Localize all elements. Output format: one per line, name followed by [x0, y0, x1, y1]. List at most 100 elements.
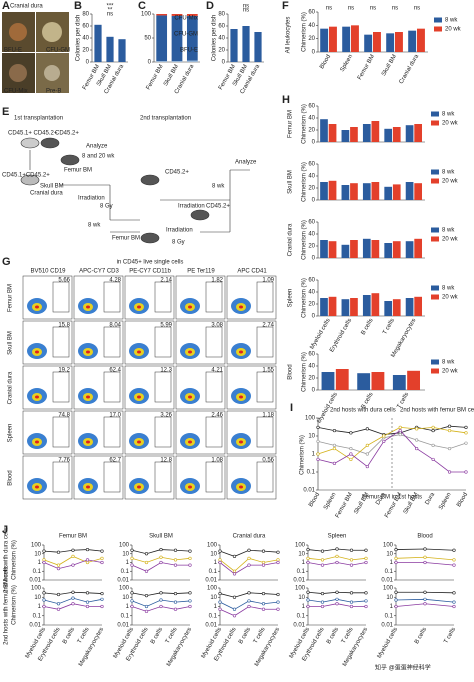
- bar: [392, 375, 406, 390]
- point: [261, 602, 266, 606]
- point: [452, 604, 456, 609]
- gate-value: 1.09: [262, 278, 274, 284]
- point: [42, 604, 46, 609]
- bar: [371, 182, 380, 200]
- gate-value: 12.8: [160, 458, 172, 464]
- point: [306, 604, 310, 609]
- significance: ns: [326, 6, 332, 12]
- y-tick-label: 1: [38, 560, 42, 566]
- significance: ns: [243, 8, 249, 14]
- bar: [341, 244, 350, 258]
- bar: [414, 124, 423, 142]
- x-tick-label: Spleen: [438, 492, 453, 511]
- gate: [205, 461, 223, 493]
- annotation: 2nd hosts with dura cells: [330, 408, 396, 414]
- x-tick-label: Femur BM: [335, 492, 354, 519]
- y-tick-label: 0.01: [29, 623, 41, 629]
- panel-letter: H: [282, 94, 290, 106]
- point: [247, 591, 251, 595]
- y-tick-label: 0.01: [303, 488, 315, 494]
- legend-swatch: [434, 17, 442, 23]
- point: [42, 549, 46, 553]
- x-tick-label: T cells: [382, 318, 396, 336]
- y-tick-label: 0.01: [205, 578, 217, 584]
- x-tick-label: Spleen: [340, 54, 355, 73]
- y-tick-label: 100: [383, 543, 394, 549]
- point: [398, 425, 402, 430]
- y-tick-label: 20: [308, 186, 315, 192]
- y-tick-label: 0.01: [381, 623, 393, 629]
- significance: ns: [243, 4, 249, 10]
- point: [173, 600, 178, 604]
- point: [42, 598, 46, 602]
- y-tick-label: 0: [312, 140, 316, 146]
- x-tick-label: T cells: [165, 627, 179, 645]
- y-tick-label: 0: [312, 388, 316, 394]
- point: [335, 602, 339, 606]
- point: [431, 457, 435, 462]
- point: [423, 547, 427, 551]
- point: [316, 457, 320, 462]
- bar: [371, 293, 380, 316]
- gate-value: 8.04: [109, 323, 121, 329]
- gate-value: 1.08: [211, 458, 223, 464]
- point: [247, 556, 251, 560]
- image-label: CFU-Mix: [4, 89, 28, 95]
- y-tick-label: 100: [31, 586, 42, 592]
- point: [85, 547, 90, 552]
- series-line: [317, 425, 467, 435]
- point: [452, 563, 456, 567]
- flow-density: [86, 485, 90, 489]
- gate-value: 2.46: [211, 413, 223, 419]
- point: [85, 591, 90, 595]
- x-tick-label: Myeloid cells: [377, 627, 399, 660]
- point: [332, 443, 337, 448]
- bar: [371, 240, 380, 258]
- bar: [384, 301, 393, 316]
- label: 8 and 20 wk: [82, 154, 115, 160]
- point: [42, 591, 46, 595]
- point: [452, 548, 456, 552]
- gate: [256, 281, 274, 313]
- label: Skull BM: [40, 184, 64, 190]
- point: [364, 560, 368, 565]
- point: [398, 432, 402, 437]
- bar: [320, 119, 328, 142]
- y-tick-label: 0: [312, 50, 316, 56]
- gate-value: 3.08: [211, 323, 223, 329]
- point: [431, 443, 435, 448]
- heading: 1st transplantation: [14, 116, 63, 122]
- y-tick-label: 60: [308, 162, 315, 168]
- significance: ns: [370, 6, 376, 12]
- bar: [328, 124, 337, 142]
- point: [306, 560, 310, 565]
- y-tick-label: 0: [312, 256, 316, 262]
- annotation: Femur BM in 1st hosts: [362, 495, 422, 501]
- bar: [254, 32, 262, 62]
- point: [316, 452, 320, 456]
- panel-letter: J: [2, 524, 8, 536]
- x-tick-label: T cells: [253, 627, 267, 645]
- bar: [364, 34, 373, 52]
- point: [364, 599, 368, 603]
- point: [188, 549, 192, 553]
- point: [56, 602, 61, 606]
- row-title: Cranial dura: [288, 223, 294, 256]
- legend-label: 8 wk: [442, 228, 455, 234]
- y-tick-label: 0.1: [209, 613, 218, 619]
- bar: [320, 28, 329, 52]
- y-tick-label: 60: [308, 220, 315, 226]
- flow-density: [86, 305, 90, 309]
- point: [452, 558, 456, 562]
- y-tick-label: 100: [295, 586, 306, 592]
- y-axis-label: Colonies per dish: [212, 15, 218, 61]
- significance: ns: [348, 6, 354, 12]
- label: 8 Gy: [172, 240, 185, 246]
- point: [447, 470, 452, 474]
- panel-title: Cranial dura: [10, 4, 43, 10]
- flow-density: [86, 440, 90, 444]
- y-tick-label: 40: [308, 290, 315, 296]
- bar: [392, 299, 401, 316]
- y-tick-label: 40: [308, 364, 315, 370]
- legend-label: 20 wk: [442, 369, 459, 375]
